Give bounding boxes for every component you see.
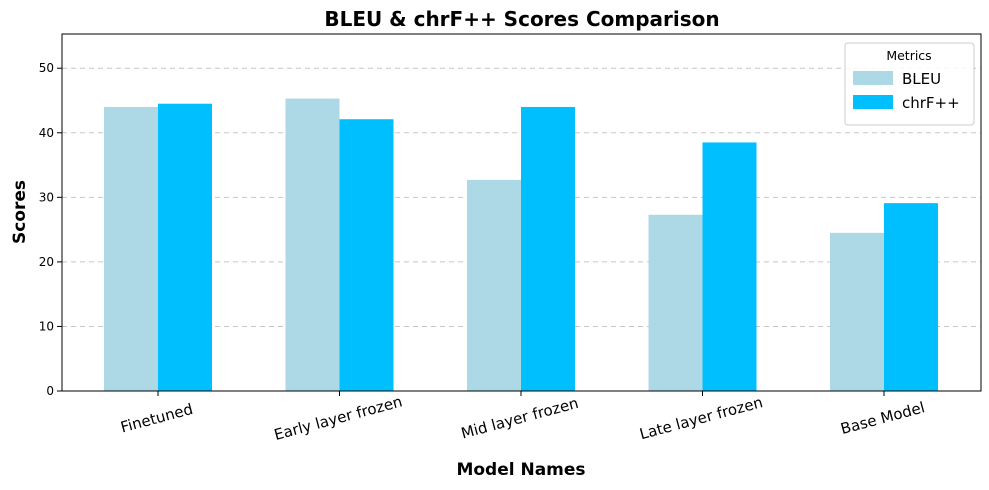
x-tick-label: Late layer frozen <box>638 393 765 443</box>
y-tick-label: 10 <box>39 319 54 333</box>
legend-swatch-chrf <box>853 95 893 109</box>
bar-chrf-3 <box>702 142 757 391</box>
x-tick-label: Base Model <box>839 398 927 438</box>
x-axis-label: Model Names <box>456 460 585 480</box>
bar-bleu-3 <box>648 214 703 391</box>
y-tick-label: 40 <box>39 126 54 140</box>
bar-chrf-4 <box>884 203 938 391</box>
x-tick-label: Finetuned <box>119 400 195 437</box>
legend-title: Metrics <box>886 48 931 63</box>
y-axis-ticks: 0 10 20 30 40 50 <box>39 61 62 398</box>
y-tick-label: 50 <box>39 61 54 75</box>
legend-label: chrF++ <box>902 94 960 112</box>
bars <box>104 98 938 392</box>
y-tick-label: 0 <box>46 384 54 398</box>
bar-bleu-1 <box>285 98 340 392</box>
y-tick-label: 30 <box>39 190 54 204</box>
bar-bleu-0 <box>104 106 158 391</box>
bar-chrf-0 <box>158 103 212 391</box>
y-tick-label: 20 <box>39 255 54 269</box>
bar-chrf-1 <box>339 119 394 392</box>
bar-chrf-2 <box>521 106 575 391</box>
bar-bleu-4 <box>830 232 884 391</box>
legend: Metrics BLEU chrF++ <box>844 42 975 126</box>
legend-label: BLEU <box>902 70 941 88</box>
x-tick-label: Early layer frozen <box>272 392 404 444</box>
x-axis-ticks: Finetuned Early layer frozen Mid layer fro… <box>119 391 927 444</box>
legend-swatch-bleu <box>853 71 893 85</box>
chart-title: BLEU & chrF++ Scores Comparison <box>324 7 719 31</box>
bar-bleu-2 <box>467 179 521 391</box>
x-tick-label: Mid layer frozen <box>459 394 580 443</box>
y-axis-label: Scores <box>10 180 30 244</box>
